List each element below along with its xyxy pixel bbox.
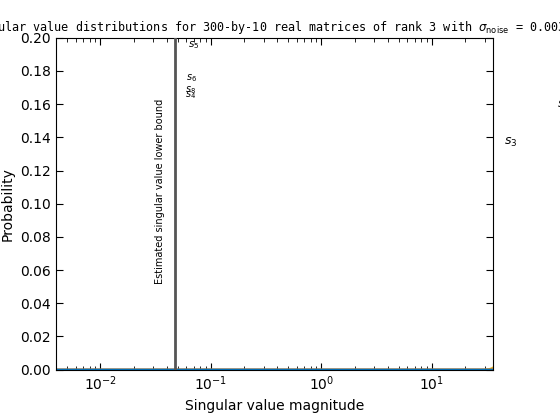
Title: Singular value distributions for 300-by-10 real matrices of rank 3 with $\sigma_: Singular value distributions for 300-by-…	[0, 19, 560, 36]
Y-axis label: Probability: Probability	[1, 167, 15, 241]
Text: $s_2$: $s_2$	[557, 100, 560, 113]
X-axis label: Singular value magnitude: Singular value magnitude	[185, 399, 364, 412]
Text: $s_8$: $s_8$	[185, 84, 197, 96]
Text: $s_4$: $s_4$	[185, 89, 195, 101]
Text: $s_5$: $s_5$	[188, 39, 199, 51]
Text: $s_6$: $s_6$	[186, 73, 197, 84]
Text: Estimated singular value lower bound: Estimated singular value lower bound	[156, 99, 165, 284]
Text: $s_3$: $s_3$	[503, 136, 517, 149]
